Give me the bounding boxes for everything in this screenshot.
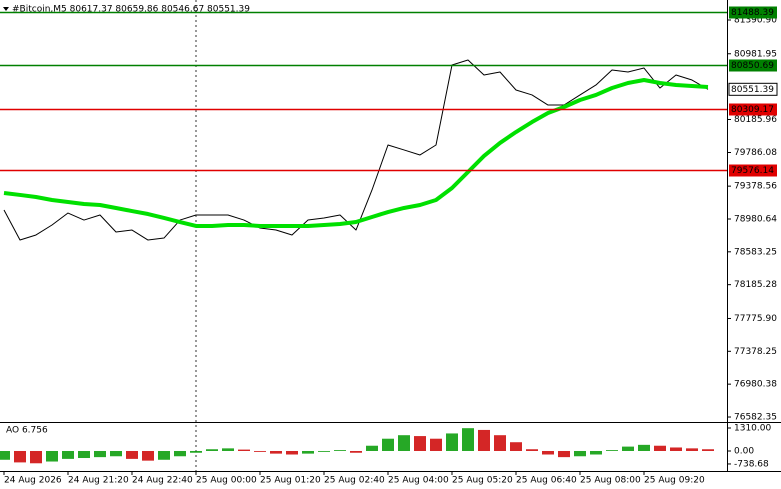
- ao-bar: [638, 444, 650, 451]
- x-tick-label: 25 Aug 09:20: [644, 476, 705, 486]
- indicator-title: AO 6.756: [6, 426, 48, 436]
- x-tick-label: 25 Aug 02:40: [324, 476, 385, 486]
- ao-bar: [158, 450, 170, 460]
- ao-bar: [270, 450, 282, 454]
- ao-bar: [254, 450, 266, 452]
- ao-bar: [286, 450, 298, 455]
- ao-bar: [606, 450, 618, 451]
- ao-bar: [94, 450, 106, 458]
- x-tick-label: 25 Aug 01:20: [260, 476, 321, 486]
- ao-bar: [334, 450, 346, 451]
- y-tick-label: 77378.25: [734, 347, 777, 357]
- symbol-arrow: [3, 7, 9, 11]
- ao-bar: [126, 450, 138, 459]
- ao-bar: [142, 450, 154, 461]
- x-tick-label: 24 Aug 22:40: [132, 476, 193, 486]
- y-tick-label: 79378.56: [734, 182, 777, 192]
- ao-bar: [78, 450, 90, 459]
- ao-bar: [414, 436, 426, 451]
- ao-bar: [46, 450, 58, 462]
- chart-title: #Bitcoin,M5 80617.37 80659.86 80546.67 8…: [12, 5, 250, 15]
- y-tick-label: 78583.25: [734, 247, 777, 257]
- ao-bar: [574, 450, 586, 457]
- ao-bar: [494, 435, 506, 451]
- y-tick-label: 80981.95: [734, 49, 777, 59]
- ao-bar: [702, 449, 714, 451]
- level-label-box: [729, 6, 777, 19]
- ao-bar: [62, 450, 74, 459]
- ao-bar: [686, 448, 698, 451]
- ao-bar: [558, 450, 570, 458]
- y-tick-label: 79786.08: [734, 148, 777, 158]
- y-tick-label: 0.00: [734, 446, 754, 456]
- last-price-box: [728, 82, 778, 96]
- ao-bar: [302, 450, 314, 454]
- last-price-label: 80551.39: [731, 85, 774, 95]
- level-label: 81488.39: [731, 8, 774, 18]
- price-line: [3, 78, 709, 228]
- ao-bar: [622, 446, 634, 451]
- ao-bar: [14, 450, 26, 463]
- ao-bar: [174, 450, 186, 457]
- x-tick-label: 25 Aug 04:00: [388, 476, 449, 486]
- ao-bar: [110, 450, 122, 457]
- x-tick-label: 24 Aug 2026: [4, 476, 62, 486]
- ao-bar: [462, 428, 474, 451]
- ao-bar: [510, 442, 522, 451]
- x-tick-label: 25 Aug 00:00: [196, 476, 257, 486]
- ao-bar: [382, 438, 394, 451]
- level-label-box: [729, 59, 777, 72]
- ao-bar: [350, 450, 362, 453]
- level-label-box: [729, 103, 777, 116]
- y-tick-label: 80185.96: [734, 115, 777, 125]
- ao-bar: [670, 447, 682, 451]
- ao-bar: [222, 448, 234, 451]
- ao-bar: [590, 450, 602, 455]
- ao-bar: [190, 450, 202, 453]
- ao-bar: [0, 450, 10, 460]
- ao-bar: [430, 438, 442, 451]
- ao-bar: [238, 449, 250, 451]
- y-tick-label: -738.68: [734, 459, 769, 469]
- y-tick-label: 77775.90: [734, 314, 777, 324]
- ao-bar: [318, 450, 330, 452]
- ao-bar: [398, 435, 410, 451]
- ao-bar: [30, 450, 42, 464]
- y-tick-label: 76582.35: [734, 413, 777, 423]
- x-tick-label: 25 Aug 05:20: [452, 476, 513, 486]
- ao-bar: [478, 429, 490, 451]
- y-tick-label: 76980.38: [734, 380, 777, 390]
- level-label: 80309.17: [731, 105, 774, 115]
- price-line: [3, 59, 709, 241]
- ao-bar: [654, 445, 666, 451]
- level-label-box: [729, 164, 777, 177]
- level-label: 80850.69: [731, 61, 774, 71]
- x-tick-label: 25 Aug 08:00: [580, 476, 641, 486]
- ao-bar: [542, 450, 554, 455]
- level-label: 79576.14: [731, 166, 774, 176]
- y-tick-label: 1310.00: [734, 424, 771, 434]
- x-tick-label: 25 Aug 06:40: [516, 476, 577, 486]
- y-tick-label: 81390.90: [734, 15, 777, 25]
- x-tick-label: 24 Aug 21:20: [68, 476, 129, 486]
- y-tick-label: 78980.64: [734, 214, 777, 224]
- ao-bar: [446, 433, 458, 451]
- ao-bar: [206, 449, 218, 451]
- ao-bar: [366, 445, 378, 451]
- y-tick-label: 78185.28: [734, 280, 777, 290]
- ao-bar: [526, 449, 538, 451]
